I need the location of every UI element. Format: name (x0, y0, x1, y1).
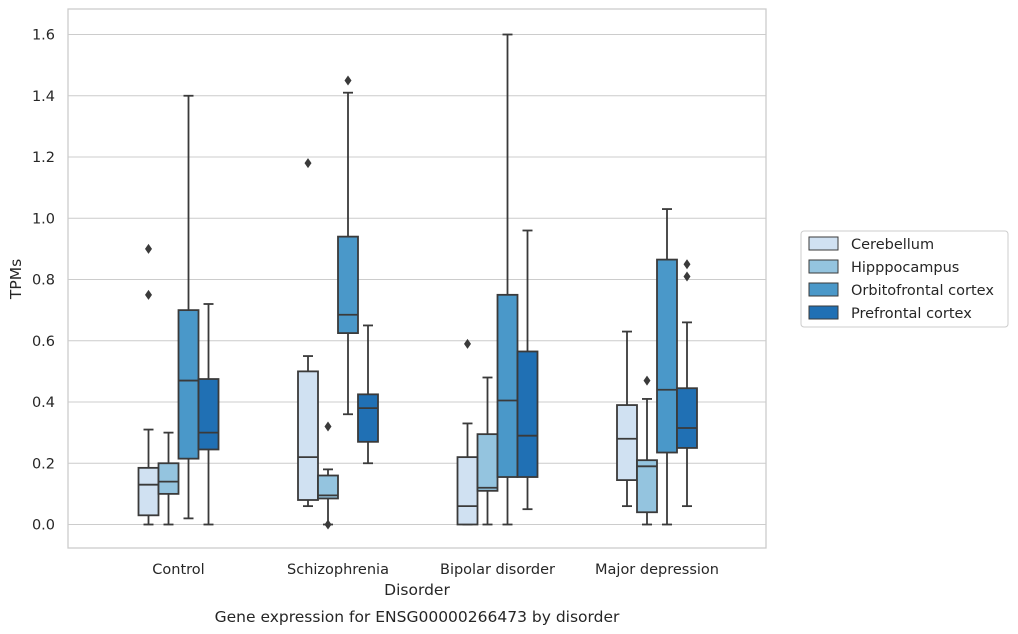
box-body (297, 370, 319, 501)
box-groups (137, 33, 698, 530)
box-body (636, 459, 658, 514)
outlier-point (145, 289, 152, 300)
legend-swatch (808, 236, 839, 251)
x-tick-labels: Control Schizophrenia Bipolar disorder Majo… (152, 562, 719, 578)
box-1-3 (636, 375, 658, 526)
outlier-point (683, 271, 691, 282)
outlier-point (304, 158, 312, 169)
outlier-point (683, 259, 691, 270)
box-1-2 (476, 376, 499, 526)
box-body (357, 393, 379, 443)
y-tick-label: 0.2 (32, 456, 55, 472)
outlier-point (324, 421, 332, 432)
box-2-3 (656, 208, 678, 526)
y-tick-label: 0.0 (32, 518, 55, 534)
legend-frame (800, 230, 1009, 328)
box-2-1 (337, 75, 359, 416)
y-axis-label: TPMs (7, 259, 25, 300)
legend-label: Prefrontal cortex (851, 306, 972, 322)
box-0-2 (456, 338, 479, 526)
y-tick-label: 0.6 (32, 334, 55, 350)
box-body (337, 235, 359, 334)
box-body (496, 293, 519, 478)
legend-swatch (808, 305, 839, 320)
legend-label: Orbitofrontal cortex (851, 283, 994, 299)
box-1-0 (157, 431, 180, 526)
box-2-0 (177, 94, 200, 520)
outlier-point (324, 519, 332, 530)
box-0-3 (616, 330, 638, 508)
outlier-point (464, 338, 471, 349)
legend-swatch (808, 282, 839, 297)
box-3-0 (197, 303, 220, 526)
outlier-point (643, 375, 651, 386)
x-axis-label: Disorder (384, 581, 450, 599)
plot-frame (67, 8, 767, 549)
legend-label: Hipppocampus (851, 260, 959, 276)
box-0-1 (297, 158, 319, 508)
x-tick-label: Major depression (595, 562, 719, 578)
x-tick-label: Bipolar disorder (440, 562, 555, 578)
box-body (197, 378, 220, 451)
y-tick-label: 1.2 (32, 150, 55, 166)
box-body (476, 433, 499, 492)
legend-swatch (808, 259, 839, 274)
box-body (177, 309, 200, 460)
outlier-point (344, 75, 352, 86)
box-body (656, 258, 678, 454)
box-3-3 (676, 259, 698, 508)
outlier-point (145, 243, 152, 254)
y-tick-label: 0.8 (32, 273, 55, 289)
box-body (456, 456, 479, 526)
box-body (616, 404, 638, 481)
box-body (157, 462, 180, 495)
box-1-1 (317, 421, 339, 530)
box-body (137, 466, 160, 517)
box-3-2 (516, 229, 539, 511)
legend: Cerebellum Hipppocampus Orbitofrontal cort… (800, 230, 1009, 328)
y-tick-labels: 0.0 0.2 0.4 0.6 0.8 1.0 1.2 1.4 1.6 (32, 28, 55, 534)
y-tick-label: 1.4 (32, 89, 55, 105)
y-tick-label: 0.4 (32, 395, 55, 411)
y-tick-label: 1.6 (32, 28, 55, 44)
box-3-1 (357, 324, 379, 465)
box-body (676, 387, 698, 449)
box-body (516, 350, 539, 478)
legend-label: Cerebellum (851, 237, 934, 253)
x-tick-label: Control (152, 562, 204, 578)
box-body (317, 474, 339, 500)
y-tick-label: 1.0 (32, 211, 55, 227)
chart-title: Gene expression for ENSG00000266473 by d… (215, 608, 620, 626)
x-tick-label: Schizophrenia (287, 562, 389, 578)
box-0-0 (137, 243, 160, 526)
